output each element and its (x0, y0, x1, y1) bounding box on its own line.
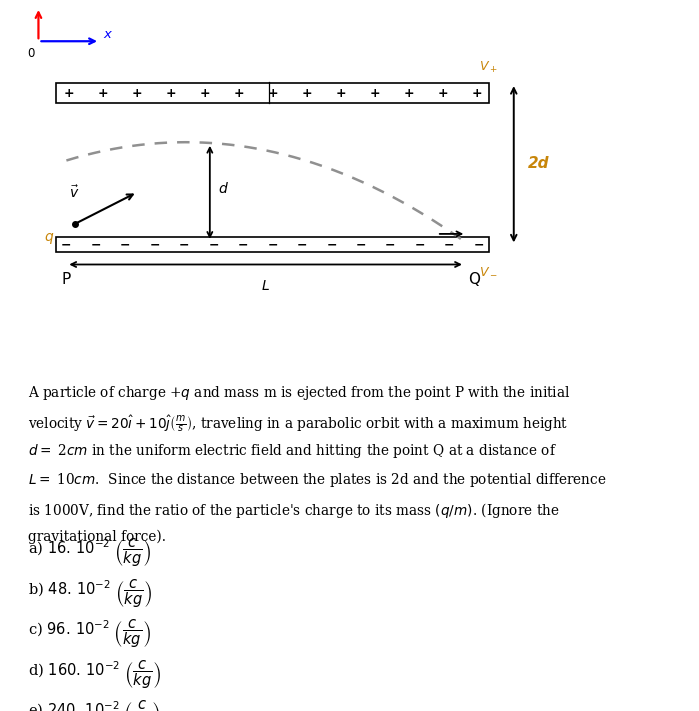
Text: $0$: $0$ (27, 47, 36, 60)
Text: c) $96.\,10^{-2}$ $\left(\dfrac{c}{kg}\right)$: c) $96.\,10^{-2}$ $\left(\dfrac{c}{kg}\r… (28, 618, 151, 651)
Text: −: − (150, 238, 160, 251)
Text: A particle of charge +$q$ and mass m is ejected from the point P with the initia: A particle of charge +$q$ and mass m is … (28, 384, 570, 402)
Text: d) $160.\,10^{-2}$ $\left(\dfrac{c}{kg}\right)$: d) $160.\,10^{-2}$ $\left(\dfrac{c}{kg}\… (28, 658, 161, 691)
Text: +: + (471, 87, 482, 100)
Text: $d =$ 2$cm$ in the uniform electric field and hitting the point Q at a distance : $d =$ 2$cm$ in the uniform electric fiel… (28, 442, 557, 460)
Bar (56, 83, 489, 103)
Text: 2d: 2d (528, 156, 549, 171)
Text: −: − (444, 238, 454, 251)
Text: −: − (356, 238, 366, 251)
Text: $\vec{v}$: $\vec{v}$ (69, 185, 80, 201)
Text: b) $48.\,10^{-2}$ $\left(\dfrac{c}{kg}\right)$: b) $48.\,10^{-2}$ $\left(\dfrac{c}{kg}\r… (28, 577, 152, 610)
Text: is 1000V, find the ratio of the particle's charge to its mass $(q/m)$. (Ignore t: is 1000V, find the ratio of the particle… (28, 501, 560, 520)
Text: +: + (403, 87, 414, 100)
Text: +: + (63, 87, 74, 100)
Text: $x$: $x$ (103, 28, 113, 41)
Text: $V_+$: $V_+$ (479, 60, 498, 75)
Text: +: + (233, 87, 244, 100)
Text: $L$: $L$ (261, 279, 270, 293)
Text: $L =$ 10$cm$.  Since the distance between the plates is 2d and the potential dif: $L =$ 10$cm$. Since the distance between… (28, 471, 607, 489)
Bar (56, 237, 489, 252)
Text: a) $16.\,10^{-2}$ $\left(\dfrac{c}{kg}\right)$: a) $16.\,10^{-2}$ $\left(\dfrac{c}{kg}\r… (28, 537, 152, 570)
Text: −: − (208, 238, 219, 251)
Text: −: − (415, 238, 425, 251)
Text: −: − (91, 238, 101, 251)
Text: −: − (473, 238, 484, 251)
Text: $d$: $d$ (218, 181, 229, 196)
Text: +: + (97, 87, 108, 100)
Text: +: + (301, 87, 312, 100)
Text: velocity $\vec{v} = 20\hat{\imath} + 10\hat{\jmath}\left(\frac{m}{s}\right)$, tr: velocity $\vec{v} = 20\hat{\imath} + 10\… (28, 413, 568, 434)
Text: P: P (62, 272, 71, 287)
Text: Q: Q (468, 272, 480, 287)
Text: −: − (179, 238, 189, 251)
Text: +: + (369, 87, 380, 100)
Text: −: − (326, 238, 337, 251)
Text: −: − (120, 238, 131, 251)
Text: −: − (297, 238, 308, 251)
Text: −: − (267, 238, 278, 251)
Text: −: − (61, 238, 72, 251)
Text: +: + (131, 87, 142, 100)
Text: gravitational force).: gravitational force). (28, 530, 166, 544)
Text: e) $240.\,10^{-2}$ $\left(\dfrac{c}{kg}\right)$: e) $240.\,10^{-2}$ $\left(\dfrac{c}{kg}\… (28, 699, 161, 711)
Text: +: + (438, 87, 448, 100)
Text: +: + (199, 87, 210, 100)
Text: $V_-$: $V_-$ (479, 264, 498, 277)
Text: −: − (385, 238, 396, 251)
Text: +: + (165, 87, 176, 100)
Text: $y$: $y$ (31, 0, 41, 1)
Text: −: − (238, 238, 248, 251)
Text: +: + (336, 87, 346, 100)
Text: $q$: $q$ (43, 231, 54, 246)
Text: +: + (267, 87, 278, 100)
